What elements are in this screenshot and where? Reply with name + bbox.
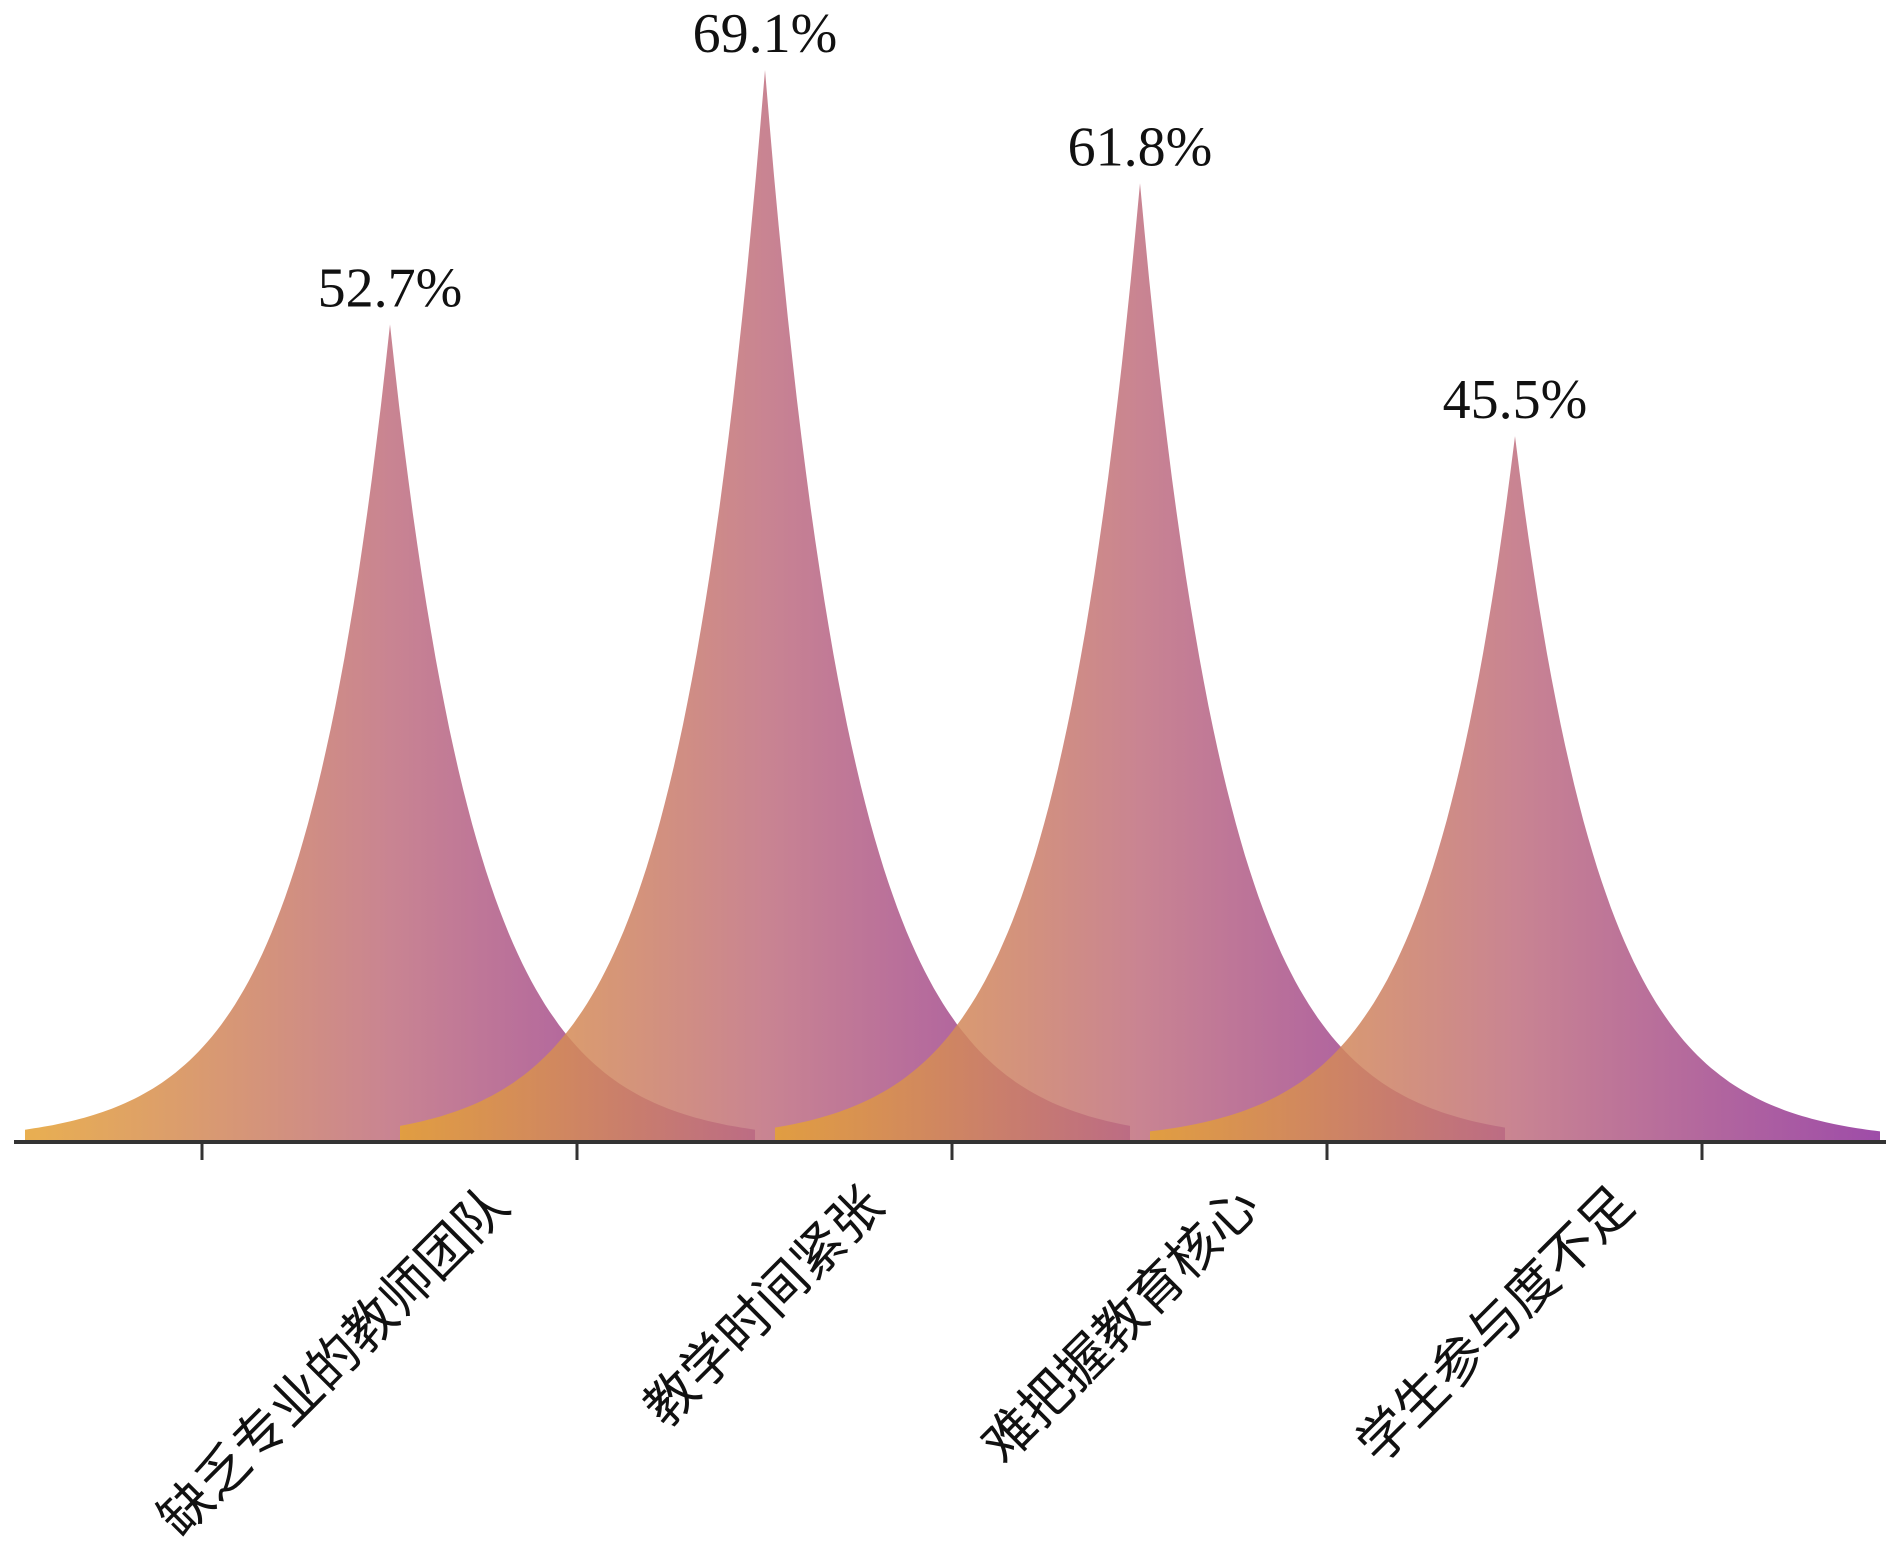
spike-1 xyxy=(25,324,755,1142)
value-label-1: 52.7% xyxy=(318,257,463,319)
spike-2 xyxy=(400,70,1130,1142)
value-label-2: 69.1% xyxy=(693,3,838,65)
category-label-3: 难把握教育核心 xyxy=(971,1175,1271,1475)
value-labels: 52.7% 69.1% 61.8% 45.5% xyxy=(318,3,1588,431)
value-label-4: 45.5% xyxy=(1443,369,1588,431)
value-label-3: 61.8% xyxy=(1068,116,1213,178)
spike-4 xyxy=(1150,436,1880,1143)
category-labels: 缺乏专业的教师团队 教学时间紧张 难把握教育核心 学生参与度不足 xyxy=(147,1175,1645,1548)
spike-3 xyxy=(775,183,1505,1143)
category-label-2: 教学时间紧张 xyxy=(633,1175,896,1438)
spikes-layer xyxy=(25,70,1880,1143)
category-label-4: 学生参与度不足 xyxy=(1346,1175,1646,1475)
x-axis xyxy=(14,1140,1886,1160)
category-label-1: 缺乏专业的教师团队 xyxy=(147,1175,520,1548)
